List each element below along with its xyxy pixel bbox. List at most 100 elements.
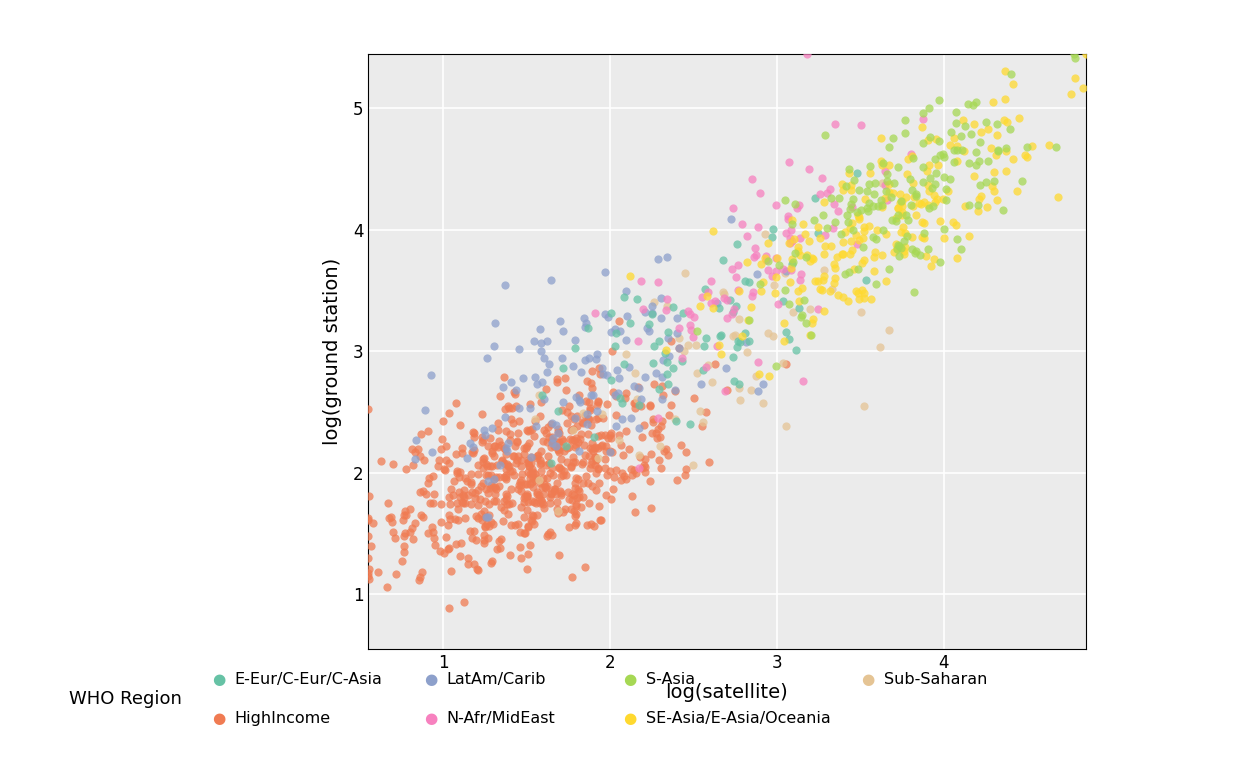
Point [595, 462, 615, 474]
Point [463, 443, 483, 455]
Point [570, 428, 590, 440]
Point [733, 218, 753, 230]
Point [947, 140, 967, 152]
Point [583, 480, 603, 492]
Point [947, 252, 967, 264]
Point [801, 329, 821, 341]
Point [527, 488, 547, 500]
Point [492, 454, 512, 466]
Point [446, 538, 466, 551]
Point [879, 178, 899, 190]
Point [825, 257, 845, 270]
Point [961, 128, 981, 141]
Point [580, 462, 600, 474]
Point [565, 455, 585, 468]
Point [807, 227, 827, 239]
Point [864, 251, 884, 263]
Point [886, 238, 906, 250]
Point [482, 447, 502, 459]
Point [392, 554, 412, 567]
Point [963, 99, 983, 111]
Point [643, 427, 663, 439]
Point [468, 498, 488, 511]
Point [468, 483, 488, 495]
Point [593, 368, 613, 380]
Point [565, 432, 585, 445]
Point [743, 290, 763, 302]
Point [537, 366, 557, 378]
Point [802, 253, 822, 265]
Point [784, 306, 804, 318]
Point [656, 251, 676, 263]
Point [567, 492, 587, 504]
Point [897, 230, 917, 242]
Point [656, 356, 676, 368]
Point [478, 511, 498, 523]
Point [533, 498, 553, 510]
Point [574, 321, 594, 333]
Point [852, 232, 872, 244]
Point [622, 469, 641, 482]
Point [414, 454, 434, 466]
Point [524, 412, 544, 425]
Point [782, 253, 802, 265]
Point [394, 546, 414, 558]
Point [817, 221, 837, 233]
Point [800, 303, 820, 315]
Point [659, 349, 679, 362]
Point [550, 488, 570, 501]
Point [617, 285, 636, 297]
Point [555, 439, 575, 452]
Point [497, 490, 517, 502]
Point [444, 475, 464, 487]
Point [738, 346, 758, 358]
Point [841, 244, 861, 257]
Point [720, 294, 740, 306]
Point [585, 467, 605, 479]
Point [651, 462, 671, 474]
Point [582, 437, 602, 449]
Point [535, 481, 555, 493]
Point [577, 317, 597, 329]
Point [675, 469, 695, 482]
Point [892, 194, 912, 207]
Point [462, 486, 482, 498]
Point [790, 273, 810, 286]
Point [640, 399, 660, 411]
Point [438, 543, 458, 555]
Point [832, 248, 852, 260]
Point [394, 539, 414, 551]
Point [834, 247, 854, 260]
Point [473, 435, 493, 448]
Point [766, 270, 786, 283]
Point [629, 422, 649, 435]
Point [428, 460, 448, 472]
Point [690, 300, 710, 312]
Point [841, 179, 861, 191]
Point [527, 508, 547, 521]
Point [558, 486, 578, 498]
Point [479, 509, 499, 521]
Point [565, 498, 585, 510]
Point [597, 445, 617, 457]
Point [533, 376, 553, 388]
Point [696, 361, 716, 373]
Point [479, 498, 499, 511]
Point [892, 200, 912, 212]
Point [654, 445, 674, 458]
Point [462, 446, 482, 458]
Point [549, 462, 569, 475]
Point [473, 462, 493, 474]
Point [545, 483, 565, 495]
Point [587, 484, 607, 496]
Point [663, 362, 683, 374]
Point [628, 381, 648, 393]
Point [598, 432, 618, 444]
Point [547, 477, 567, 489]
Point [1017, 141, 1037, 154]
Point [424, 488, 444, 501]
Point [775, 284, 795, 296]
Point [461, 475, 480, 488]
Point [691, 377, 711, 389]
Point [985, 185, 1005, 197]
